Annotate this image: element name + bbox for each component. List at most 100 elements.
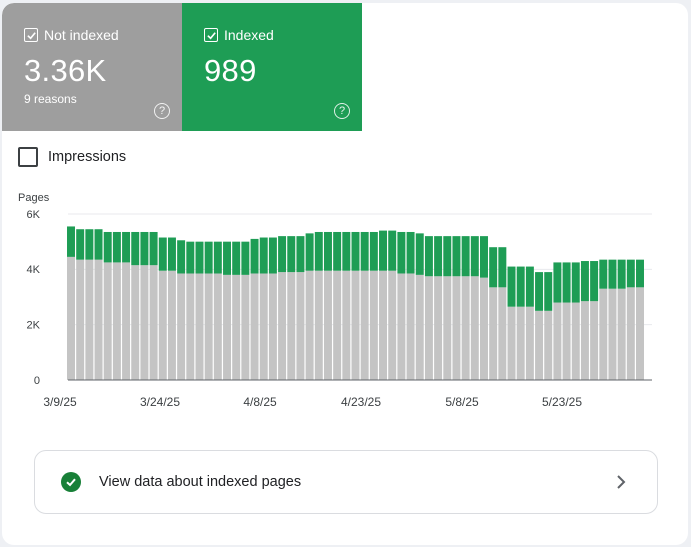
bar-indexed[interactable] xyxy=(351,231,360,271)
bar-indexed[interactable] xyxy=(636,259,644,288)
bar-not-indexed[interactable] xyxy=(250,273,259,380)
bar-not-indexed[interactable] xyxy=(85,259,94,380)
bar-not-indexed[interactable] xyxy=(507,306,516,380)
bar-indexed[interactable] xyxy=(342,231,351,271)
bar-indexed[interactable] xyxy=(470,236,479,277)
help-icon[interactable]: ? xyxy=(334,103,350,119)
bar-not-indexed[interactable] xyxy=(296,272,305,380)
bar-indexed[interactable] xyxy=(305,233,314,271)
bar-not-indexed[interactable] xyxy=(103,262,112,380)
bar-indexed[interactable] xyxy=(278,236,287,273)
bar-not-indexed[interactable] xyxy=(516,306,525,380)
bar-indexed[interactable] xyxy=(571,262,580,303)
bar-not-indexed[interactable] xyxy=(397,273,406,380)
bar-not-indexed[interactable] xyxy=(259,273,268,380)
bar-indexed[interactable] xyxy=(369,231,378,271)
bar-not-indexed[interactable] xyxy=(443,276,452,380)
bar-indexed[interactable] xyxy=(489,247,498,288)
bar-indexed[interactable] xyxy=(76,229,85,260)
bar-indexed[interactable] xyxy=(186,241,195,274)
bar-not-indexed[interactable] xyxy=(452,276,461,380)
bar-not-indexed[interactable] xyxy=(434,276,443,380)
bar-indexed[interactable] xyxy=(498,247,507,288)
bar-not-indexed[interactable] xyxy=(590,301,599,380)
bar-indexed[interactable] xyxy=(268,237,277,274)
bar-not-indexed[interactable] xyxy=(333,270,342,380)
bar-not-indexed[interactable] xyxy=(608,288,617,380)
bar-not-indexed[interactable] xyxy=(562,302,571,380)
bar-not-indexed[interactable] xyxy=(342,270,351,380)
bar-indexed[interactable] xyxy=(323,231,332,271)
bar-not-indexed[interactable] xyxy=(204,273,213,380)
bar-not-indexed[interactable] xyxy=(177,273,186,380)
bar-not-indexed[interactable] xyxy=(636,287,644,380)
bar-indexed[interactable] xyxy=(562,262,571,303)
bar-not-indexed[interactable] xyxy=(158,270,167,380)
bar-not-indexed[interactable] xyxy=(131,265,140,380)
bar-not-indexed[interactable] xyxy=(571,302,580,380)
bar-not-indexed[interactable] xyxy=(406,273,415,380)
checkbox-checked-icon[interactable] xyxy=(204,28,218,42)
bar-indexed[interactable] xyxy=(103,231,112,263)
impressions-checkbox[interactable] xyxy=(18,147,38,167)
bar-not-indexed[interactable] xyxy=(67,256,75,380)
bar-indexed[interactable] xyxy=(122,231,131,263)
bar-not-indexed[interactable] xyxy=(112,262,121,380)
bar-indexed[interactable] xyxy=(204,241,213,274)
bar-not-indexed[interactable] xyxy=(213,273,222,380)
bar-indexed[interactable] xyxy=(397,231,406,274)
bar-indexed[interactable] xyxy=(333,231,342,271)
bar-indexed[interactable] xyxy=(67,226,75,257)
bar-not-indexed[interactable] xyxy=(480,277,488,380)
bar-indexed[interactable] xyxy=(149,231,158,266)
indexed-tile[interactable]: Indexed 989 ? xyxy=(182,3,362,131)
bar-not-indexed[interactable] xyxy=(232,274,241,380)
bar-indexed[interactable] xyxy=(608,259,617,289)
bar-not-indexed[interactable] xyxy=(268,273,277,380)
bar-indexed[interactable] xyxy=(195,241,204,274)
bar-indexed[interactable] xyxy=(415,233,424,275)
bar-not-indexed[interactable] xyxy=(223,274,232,380)
bar-not-indexed[interactable] xyxy=(617,288,626,380)
bar-indexed[interactable] xyxy=(360,231,369,271)
bar-not-indexed[interactable] xyxy=(195,273,204,380)
bar-indexed[interactable] xyxy=(461,236,470,277)
bar-indexed[interactable] xyxy=(287,236,296,273)
not-indexed-tile[interactable]: Not indexed 3.36K 9 reasons ? xyxy=(2,3,182,131)
bar-indexed[interactable] xyxy=(424,236,433,277)
bar-indexed[interactable] xyxy=(480,236,488,278)
bar-indexed[interactable] xyxy=(553,262,562,303)
checkbox-checked-icon[interactable] xyxy=(24,28,38,42)
bar-not-indexed[interactable] xyxy=(351,270,360,380)
bar-indexed[interactable] xyxy=(443,236,452,277)
bar-not-indexed[interactable] xyxy=(599,288,608,380)
bar-not-indexed[interactable] xyxy=(241,274,250,380)
bar-not-indexed[interactable] xyxy=(287,272,296,380)
bar-not-indexed[interactable] xyxy=(379,270,388,380)
bar-indexed[interactable] xyxy=(580,261,589,302)
bar-indexed[interactable] xyxy=(434,236,443,277)
bar-not-indexed[interactable] xyxy=(535,310,544,380)
bar-not-indexed[interactable] xyxy=(76,259,85,380)
bar-indexed[interactable] xyxy=(140,231,149,266)
bar-indexed[interactable] xyxy=(112,231,121,263)
impressions-toggle[interactable]: Impressions xyxy=(18,147,126,167)
bar-indexed[interactable] xyxy=(167,237,176,271)
bar-not-indexed[interactable] xyxy=(424,276,433,380)
help-icon[interactable]: ? xyxy=(154,103,170,119)
bar-indexed[interactable] xyxy=(296,236,305,273)
bar-not-indexed[interactable] xyxy=(461,276,470,380)
bar-not-indexed[interactable] xyxy=(489,287,498,380)
bar-not-indexed[interactable] xyxy=(94,259,103,380)
bar-indexed[interactable] xyxy=(406,231,415,274)
bar-indexed[interactable] xyxy=(314,231,323,271)
bar-indexed[interactable] xyxy=(232,241,241,275)
bar-indexed[interactable] xyxy=(250,238,259,274)
bar-not-indexed[interactable] xyxy=(360,270,369,380)
bar-indexed[interactable] xyxy=(590,261,599,302)
bar-not-indexed[interactable] xyxy=(388,270,397,380)
bar-indexed[interactable] xyxy=(131,231,140,266)
bar-not-indexed[interactable] xyxy=(323,270,332,380)
bar-not-indexed[interactable] xyxy=(369,270,378,380)
bar-not-indexed[interactable] xyxy=(580,301,589,380)
